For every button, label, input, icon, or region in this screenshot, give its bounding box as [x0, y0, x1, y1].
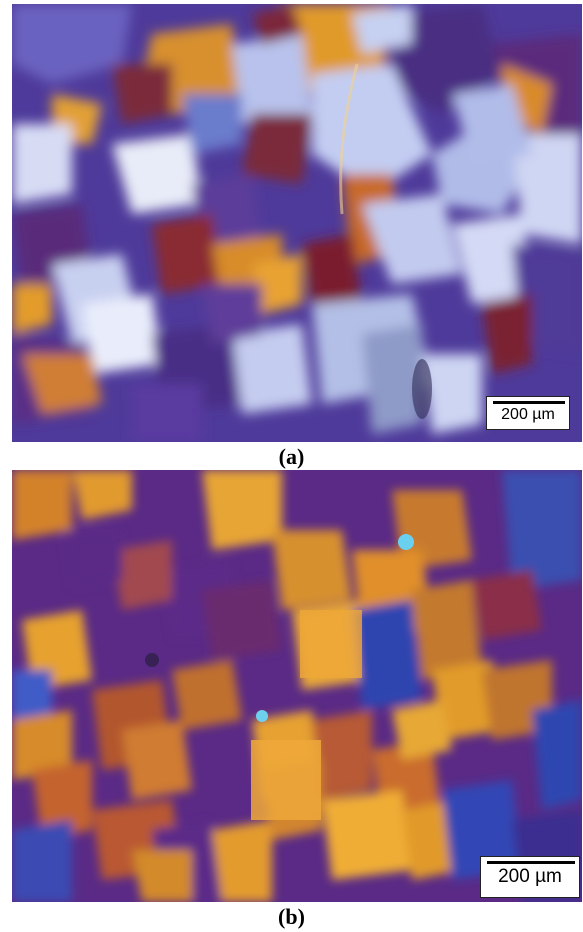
micrograph-b: 200 µm — [12, 470, 582, 902]
scale-bar-label-b: 200 µm — [498, 866, 562, 887]
scale-bar-b: 200 µm — [480, 856, 580, 898]
scale-bar-a: 200 µm — [486, 396, 570, 430]
scale-bar-line-a — [493, 401, 565, 404]
scale-bar-label-a: 200 µm — [501, 406, 555, 423]
scale-bar-line-b — [487, 861, 575, 864]
caption-a: (a) — [278, 444, 305, 469]
caption-b: (b) — [278, 904, 305, 929]
grain-image-a — [12, 4, 582, 442]
micrograph-a: 200 µm — [12, 4, 582, 442]
grain-image-b — [12, 470, 582, 902]
